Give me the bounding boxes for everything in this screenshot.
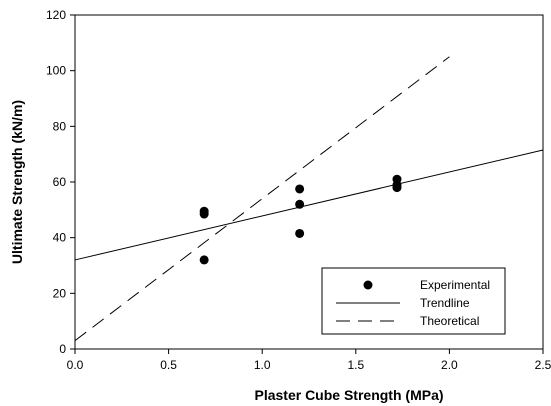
x-tick-label: 0.5 (160, 358, 177, 372)
y-tick-label: 120 (46, 8, 66, 22)
x-axis-title: Plaster Cube Strength (MPa) (254, 387, 443, 403)
plot-markers (199, 174, 402, 265)
y-tick-label: 0 (59, 342, 66, 356)
y-tick-label: 60 (53, 175, 67, 189)
y-axis-ticks: 0 20 40 60 80 100 120 (46, 8, 75, 356)
theoretical-line (74, 56, 450, 342)
x-axis-ticks: 0.0 0.5 1.0 1.5 2.0 2.5 (67, 349, 551, 372)
legend-box (321, 267, 506, 335)
y-tick-label: 100 (46, 64, 66, 78)
legend: Experimental Trendline Theoretical (321, 267, 506, 335)
trendline (74, 149, 544, 261)
experimental-point (392, 183, 402, 193)
legend-label: Experimental (420, 278, 490, 292)
x-tick-label: 1.5 (347, 358, 364, 372)
legend-label: Theoretical (420, 314, 479, 328)
experimental-point (199, 255, 209, 265)
y-tick-label: 80 (53, 119, 67, 133)
y-tick-label: 40 (53, 231, 67, 245)
x-tick-label: 2.5 (535, 358, 551, 372)
experimental-point (199, 209, 209, 219)
plot-lines (74, 56, 544, 342)
y-tick-label: 20 (53, 286, 67, 300)
experimental-point (295, 199, 305, 209)
legend-items: Experimental Trendline Theoretical (336, 278, 490, 328)
experimental-point (295, 228, 305, 238)
experimental-point (295, 184, 305, 194)
x-tick-label: 2.0 (441, 358, 458, 372)
y-axis-title: Ultimate Strength (kN/m) (9, 100, 25, 264)
legend-symbol-experimental (363, 280, 373, 290)
x-tick-label: 0.0 (67, 358, 84, 372)
x-tick-label: 1.0 (254, 358, 271, 372)
legend-label: Trendline (420, 296, 470, 310)
